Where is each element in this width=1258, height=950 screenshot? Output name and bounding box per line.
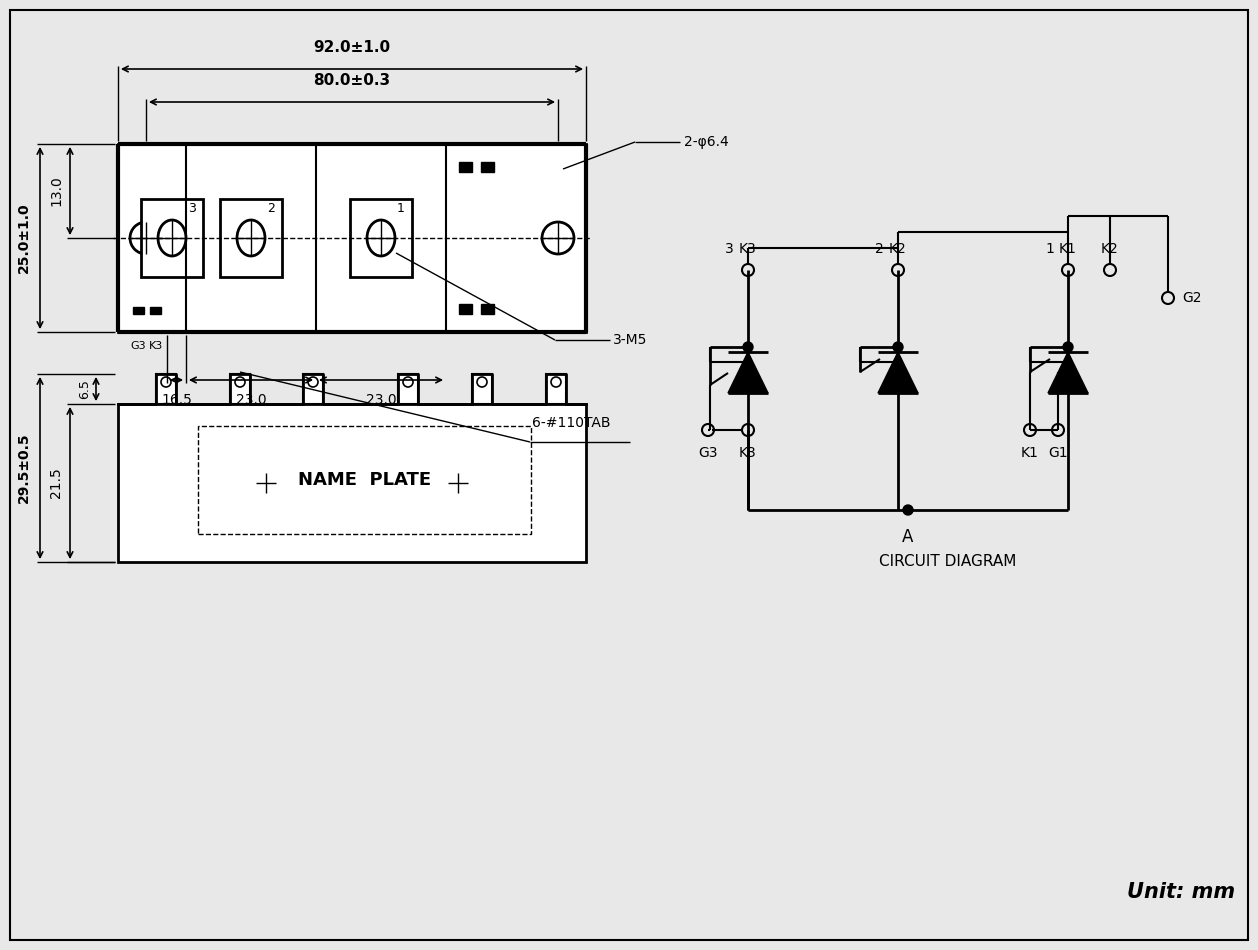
- Text: 23.0: 23.0: [366, 393, 396, 407]
- Bar: [198, 426, 531, 534]
- Text: Unit: mm: Unit: mm: [1127, 882, 1235, 902]
- Polygon shape: [1048, 352, 1088, 393]
- Text: 6-#110TAB: 6-#110TAB: [532, 416, 610, 430]
- Circle shape: [903, 505, 913, 515]
- Bar: [459, 162, 472, 172]
- Bar: [220, 199, 282, 277]
- Bar: [481, 162, 494, 172]
- Text: G3: G3: [698, 446, 718, 460]
- Text: G2: G2: [1183, 291, 1201, 305]
- Text: 13.0: 13.0: [49, 176, 63, 206]
- Bar: [459, 304, 472, 314]
- Text: 23.0: 23.0: [235, 393, 267, 407]
- Bar: [156, 374, 176, 404]
- Circle shape: [743, 342, 754, 352]
- Bar: [481, 304, 494, 314]
- Text: K3: K3: [148, 341, 162, 351]
- Bar: [546, 374, 566, 404]
- Text: K1: K1: [1021, 446, 1039, 460]
- Text: 6.5: 6.5: [78, 379, 92, 399]
- Text: 2: 2: [876, 242, 884, 256]
- Text: K2: K2: [889, 242, 907, 256]
- Text: NAME  PLATE: NAME PLATE: [298, 471, 431, 489]
- Text: K2: K2: [1101, 242, 1118, 256]
- Text: K3: K3: [740, 242, 757, 256]
- Text: 3-M5: 3-M5: [613, 333, 648, 347]
- Text: 25.0±1.0: 25.0±1.0: [18, 202, 31, 274]
- Circle shape: [1063, 342, 1073, 352]
- Bar: [303, 374, 323, 404]
- Bar: [398, 374, 418, 404]
- Text: 2: 2: [267, 202, 276, 216]
- Bar: [472, 374, 492, 404]
- Text: CIRCUIT DIAGRAM: CIRCUIT DIAGRAM: [879, 555, 1016, 569]
- Text: G1: G1: [1048, 446, 1068, 460]
- Polygon shape: [878, 352, 918, 393]
- Bar: [230, 374, 250, 404]
- Text: A: A: [902, 528, 913, 546]
- Text: 21.5: 21.5: [49, 467, 63, 499]
- Bar: [118, 144, 586, 332]
- Circle shape: [893, 342, 903, 352]
- Bar: [150, 307, 161, 314]
- Text: 80.0±0.3: 80.0±0.3: [313, 73, 390, 88]
- Text: G3: G3: [131, 341, 146, 351]
- Bar: [141, 199, 203, 277]
- Text: K3: K3: [740, 446, 757, 460]
- Text: 1: 1: [1045, 242, 1054, 256]
- Text: 3: 3: [187, 202, 196, 216]
- Text: 1: 1: [398, 202, 405, 216]
- Text: 16.5: 16.5: [161, 393, 192, 407]
- Bar: [133, 307, 143, 314]
- Text: 3: 3: [726, 242, 733, 256]
- Text: 2-φ6.4: 2-φ6.4: [684, 135, 728, 149]
- Text: K1: K1: [1059, 242, 1077, 256]
- Text: 29.5±0.5: 29.5±0.5: [18, 432, 31, 504]
- Bar: [118, 404, 586, 562]
- Bar: [350, 199, 413, 277]
- Text: 92.0±1.0: 92.0±1.0: [313, 40, 390, 55]
- Polygon shape: [728, 352, 767, 393]
